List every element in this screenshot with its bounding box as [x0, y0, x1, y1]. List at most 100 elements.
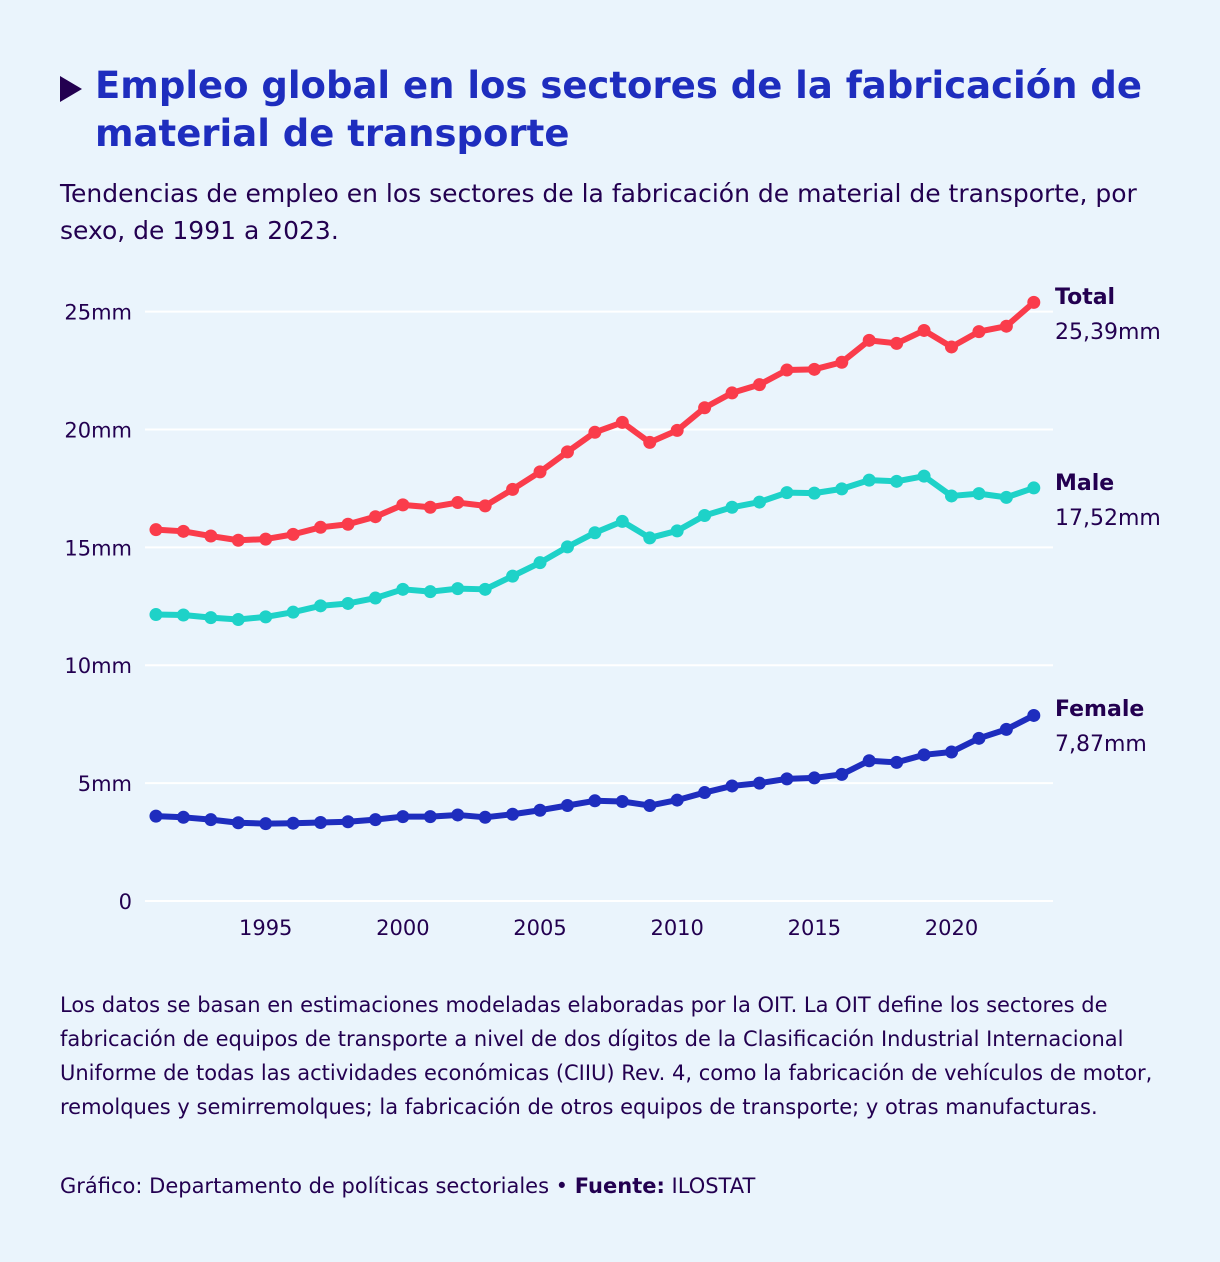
data-point-male	[780, 486, 794, 500]
data-point-total	[149, 523, 163, 537]
data-point-female	[670, 793, 684, 807]
data-point-female	[204, 813, 218, 827]
data-point-total	[231, 533, 245, 547]
source-value: ILOSTAT	[664, 1174, 756, 1198]
x-axis-ticks: 1995 2000 2005 2010 2015 2020	[239, 916, 978, 940]
y-axis-ticks: 0 5mm 10mm 15mm 20mm 25mm	[64, 301, 132, 914]
data-point-female	[725, 779, 739, 793]
data-point-total	[588, 425, 602, 439]
data-point-female	[506, 807, 520, 821]
x-tick-label: 2020	[925, 916, 978, 940]
data-point-female	[231, 816, 245, 830]
data-point-total	[890, 336, 904, 350]
data-point-total	[999, 319, 1013, 333]
data-point-male	[314, 599, 328, 613]
data-point-total	[1027, 295, 1041, 309]
credit-prefix: Gráfico: Departamento de políticas secto…	[60, 1174, 575, 1198]
data-point-male	[945, 489, 959, 503]
data-point-female	[698, 786, 712, 800]
data-point-male	[698, 509, 712, 523]
data-point-total	[423, 500, 437, 514]
x-tick-label: 1995	[239, 916, 292, 940]
data-point-total	[314, 520, 328, 534]
methodology-note: Los datos se basan en estimaciones model…	[60, 993, 1153, 1119]
end-label-value-total: 25,39mm	[1055, 320, 1161, 345]
data-point-total	[780, 363, 794, 377]
y-tick-label: 5mm	[78, 772, 132, 796]
data-point-male	[506, 569, 520, 583]
data-point-male	[533, 556, 547, 570]
end-labels: Total 25,39mm Male 17,52mm Female 7,87mm	[1055, 285, 1161, 757]
data-point-male	[176, 608, 190, 622]
data-point-female	[478, 810, 492, 824]
data-point-male	[1027, 481, 1041, 495]
data-point-male	[286, 605, 300, 619]
series-line-female	[152, 712, 1037, 827]
data-point-total	[533, 465, 547, 479]
data-point-total	[862, 333, 876, 347]
data-point-female	[807, 771, 821, 785]
data-point-male	[807, 486, 821, 500]
data-point-total	[204, 529, 218, 543]
data-point-female	[972, 731, 986, 745]
data-point-total	[807, 362, 821, 376]
data-point-female	[368, 813, 382, 827]
data-point-male	[643, 531, 657, 545]
data-point-total	[917, 323, 931, 337]
data-point-male	[149, 608, 163, 622]
data-point-female	[560, 799, 574, 813]
end-label-value-male: 17,52mm	[1055, 506, 1161, 531]
data-point-male	[752, 495, 766, 509]
data-point-female	[643, 799, 657, 813]
y-tick-label: 20mm	[64, 418, 132, 442]
line-chart: 0 5mm 10mm 15mm 20mm 25mm 1995 2000 2005 2010 201…	[64, 285, 1161, 940]
series-female	[149, 708, 1041, 831]
data-point-male	[917, 469, 931, 483]
y-tick-label: 10mm	[64, 654, 132, 678]
series-total	[149, 295, 1041, 547]
data-point-male	[368, 591, 382, 605]
x-tick-label: 2015	[788, 916, 841, 940]
data-point-total	[176, 524, 190, 538]
data-point-total	[368, 510, 382, 524]
data-point-total	[972, 325, 986, 339]
data-point-female	[588, 794, 602, 808]
data-point-male	[670, 524, 684, 538]
data-point-male	[451, 582, 465, 596]
x-tick-label: 2005	[513, 916, 566, 940]
data-point-female	[149, 809, 163, 823]
data-point-female	[780, 772, 794, 786]
data-point-female	[423, 810, 437, 824]
data-point-male	[862, 473, 876, 487]
series-line-total	[152, 299, 1037, 544]
data-point-male	[972, 487, 986, 501]
data-point-female	[314, 815, 328, 829]
data-point-female	[999, 722, 1013, 736]
data-point-female	[917, 748, 931, 762]
data-point-male	[423, 585, 437, 599]
end-label-value-female: 7,87mm	[1055, 732, 1147, 757]
data-point-female	[396, 810, 410, 824]
y-tick-label: 25mm	[64, 301, 132, 325]
data-point-total	[259, 532, 273, 546]
data-point-total	[506, 482, 520, 496]
data-point-total	[725, 386, 739, 400]
series-group	[149, 295, 1041, 831]
y-tick-label: 15mm	[64, 536, 132, 560]
data-point-female	[752, 776, 766, 790]
data-point-male	[835, 482, 849, 496]
credit-line: Gráfico: Departamento de políticas secto…	[60, 1169, 1170, 1203]
data-point-total	[560, 445, 574, 459]
data-point-female	[615, 795, 629, 809]
data-point-total	[396, 498, 410, 512]
data-point-male	[396, 582, 410, 596]
data-point-total	[341, 517, 355, 531]
data-point-male	[725, 500, 739, 514]
data-point-female	[835, 767, 849, 781]
data-point-male	[341, 596, 355, 610]
data-point-total	[945, 340, 959, 354]
data-point-total	[643, 435, 657, 449]
grid-lines	[145, 310, 1053, 902]
data-point-total	[670, 423, 684, 437]
x-tick-label: 2010	[650, 916, 703, 940]
